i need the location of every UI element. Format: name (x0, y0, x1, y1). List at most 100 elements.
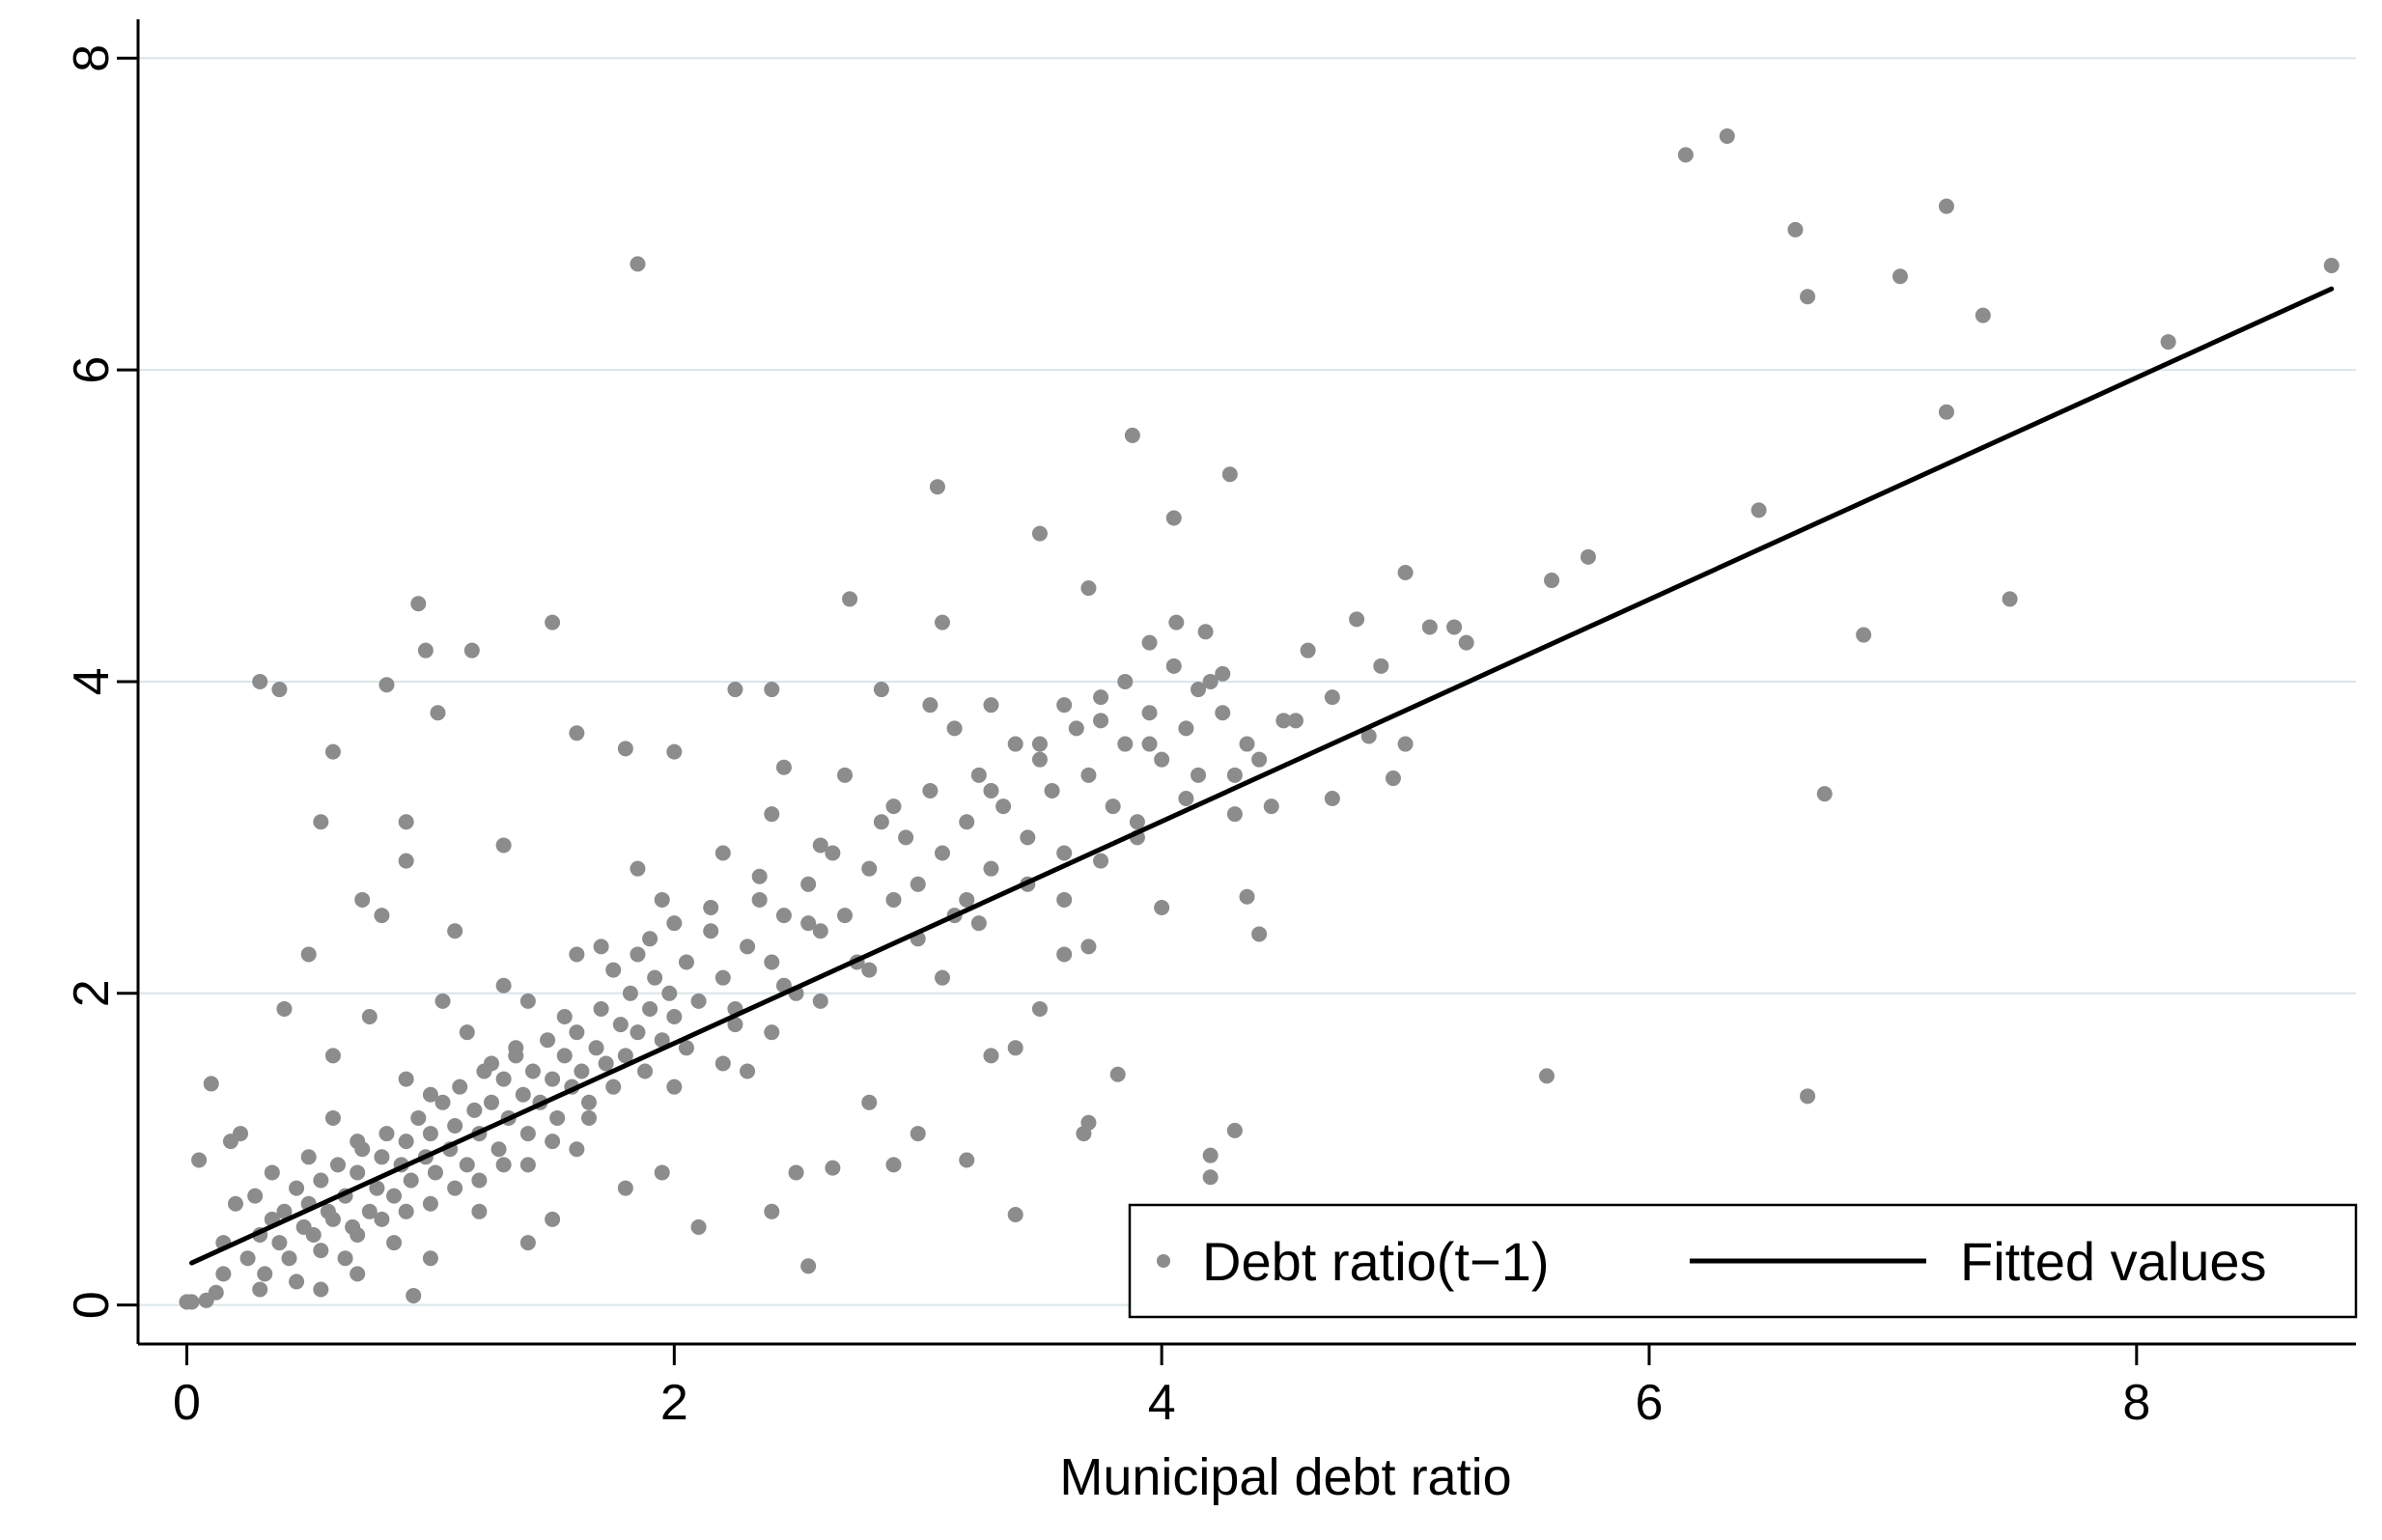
data-point (1007, 1040, 1023, 1056)
data-point (519, 1126, 536, 1142)
legend-label-line: Fitted values (1960, 1231, 2267, 1292)
data-point (281, 1250, 297, 1267)
data-point (2160, 334, 2176, 350)
data-point (588, 1040, 604, 1056)
data-point (1385, 770, 1401, 787)
y-tick-label-8: 8 (64, 44, 120, 72)
data-point (378, 1126, 395, 1142)
data-point (934, 614, 950, 630)
data-point (545, 1134, 561, 1150)
data-point (1251, 751, 1268, 768)
data-point (1165, 658, 1182, 674)
data-point (885, 798, 902, 815)
data-point (313, 1281, 329, 1298)
data-point (422, 1195, 438, 1212)
data-point (350, 1134, 366, 1150)
data-point (1975, 307, 1991, 323)
data-point (1677, 147, 1694, 163)
data-point (861, 860, 878, 877)
data-point (1287, 713, 1303, 729)
data-point (471, 1203, 488, 1219)
data-point (466, 1102, 483, 1118)
data-point (430, 705, 446, 721)
data-point (406, 1287, 422, 1303)
data-point (519, 993, 536, 1009)
data-point (1221, 466, 1238, 483)
data-point (1373, 658, 1389, 674)
data-point (398, 1071, 414, 1087)
data-point (1397, 736, 1414, 752)
data-point (459, 1024, 475, 1041)
data-point (922, 697, 939, 714)
data-point (1080, 938, 1097, 955)
data-point (1239, 736, 1255, 752)
data-point (1056, 697, 1073, 714)
data-point (617, 1048, 633, 1064)
data-point (1031, 736, 1048, 752)
data-point (354, 891, 371, 908)
data-point (983, 697, 999, 714)
scatter-points (179, 127, 2340, 1310)
data-point (605, 1078, 622, 1095)
data-point (398, 814, 414, 830)
y-tick-label-2: 2 (64, 979, 120, 1007)
data-point (427, 1164, 443, 1181)
data-point (751, 891, 768, 908)
data-point (434, 1094, 451, 1110)
data-point (410, 1109, 427, 1126)
data-point (569, 1024, 585, 1041)
data-point (1168, 614, 1185, 630)
data-point (922, 782, 939, 798)
data-point (452, 1078, 468, 1095)
data-point (434, 993, 451, 1009)
x-tick-label-2: 2 (660, 1375, 688, 1431)
data-point (1068, 720, 1084, 737)
data-point (239, 1250, 256, 1267)
data-point (386, 1235, 403, 1251)
data-point (519, 1157, 536, 1173)
data-point (1020, 829, 1036, 846)
data-point (1324, 689, 1340, 706)
data-point (666, 915, 683, 932)
data-point (490, 1141, 507, 1158)
data-point (191, 1152, 208, 1168)
data-point (324, 1048, 341, 1064)
data-point (495, 837, 512, 854)
data-point (1154, 900, 1170, 916)
data-point (593, 938, 609, 955)
x-tick-label-4: 4 (1148, 1375, 1176, 1431)
data-point (556, 1048, 573, 1064)
data-point (471, 1172, 488, 1189)
data-point (764, 1024, 780, 1041)
data-point (1031, 525, 1048, 542)
data-point (715, 969, 731, 986)
data-point (1080, 580, 1097, 597)
data-point (569, 946, 585, 963)
data-point (1129, 814, 1145, 830)
x-tick-label-6: 6 (1636, 1375, 1664, 1431)
data-point (764, 682, 780, 698)
data-point (422, 1250, 438, 1267)
data-point (630, 860, 646, 877)
data-point (983, 860, 999, 877)
data-point (812, 923, 828, 939)
data-point (271, 1235, 288, 1251)
data-point (313, 814, 329, 830)
data-point (661, 985, 678, 1001)
data-point (313, 1172, 329, 1189)
data-point (276, 1000, 293, 1017)
data-point (764, 1203, 780, 1219)
data-point (1421, 619, 1438, 635)
data-point (350, 1227, 366, 1244)
data-point (324, 1109, 341, 1126)
data-point (350, 1164, 366, 1181)
data-point (715, 1055, 731, 1072)
data-point (1538, 1068, 1555, 1084)
data-point (300, 946, 317, 963)
data-point (1178, 720, 1194, 737)
data-point (350, 1266, 366, 1282)
data-point (276, 1203, 293, 1219)
data-point (678, 954, 694, 970)
data-point (417, 642, 434, 658)
data-point (842, 591, 858, 607)
